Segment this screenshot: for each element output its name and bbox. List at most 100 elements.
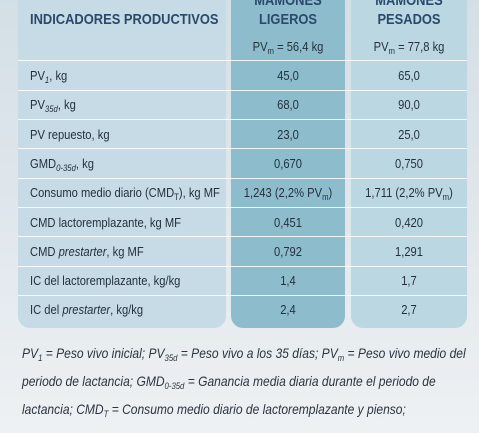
text-run: , kg bbox=[75, 155, 94, 171]
row-label: IC del lactoremplazante, kg/kg bbox=[30, 266, 180, 295]
text-run: , kg bbox=[57, 97, 76, 113]
value-cell: 0,420 bbox=[359, 208, 459, 237]
text-run: 0,420 bbox=[394, 214, 423, 230]
row-label: PV repuesto, kg bbox=[30, 120, 110, 149]
text-run: PV bbox=[373, 39, 389, 54]
text-run: PV bbox=[30, 97, 45, 113]
text-run: 23,0 bbox=[277, 126, 299, 142]
row-separator bbox=[18, 119, 467, 121]
row-separator bbox=[18, 236, 467, 238]
value-cell: 23,0 bbox=[239, 120, 337, 149]
column-header: MAMONES bbox=[375, 0, 443, 9]
value-cell: 1,711 (2,2% PVm) bbox=[359, 178, 459, 207]
text-run: 1 bbox=[44, 75, 50, 85]
text-run: 1,7 bbox=[401, 273, 417, 289]
text-run: 0,792 bbox=[273, 243, 302, 259]
row-separator bbox=[18, 294, 467, 296]
text-run: 0,670 bbox=[273, 155, 302, 171]
text-run: 0-35d bbox=[56, 162, 76, 173]
text-run: PV repuesto, kg bbox=[30, 126, 110, 142]
row-label: IC del prestarter, kg/kg bbox=[30, 295, 143, 324]
row-separator bbox=[18, 89, 467, 91]
row-label: CMD lactoremplazante, kg MF bbox=[30, 208, 181, 237]
column-header: PESADOS bbox=[377, 11, 441, 28]
value-cell: 2,4 bbox=[239, 295, 337, 324]
row-label: PV35d, kg bbox=[30, 90, 76, 119]
value-cell: 1,291 bbox=[359, 237, 459, 266]
value-cell: 2,7 bbox=[359, 295, 459, 324]
text-run: ) bbox=[328, 185, 333, 201]
value-cell: 65,0 bbox=[359, 61, 459, 90]
row-separator bbox=[18, 265, 467, 267]
value-cell: 0,750 bbox=[359, 149, 459, 178]
text-run: , kg bbox=[49, 68, 68, 83]
text-run: 35d bbox=[164, 353, 178, 363]
text-run: lactancia; CMD bbox=[22, 401, 104, 417]
text-run: 2,4 bbox=[280, 302, 296, 318]
text-run: 35d bbox=[44, 104, 58, 115]
footnote-line: periodo de lactancia; GMD0-35d = Gananci… bbox=[22, 373, 436, 391]
text-run: 0,451 bbox=[273, 214, 302, 230]
text-run: T bbox=[103, 409, 109, 419]
row-label: CMD prestarter, kg MF bbox=[30, 237, 144, 266]
value-cell: 45,0 bbox=[239, 61, 337, 90]
text-run: 68,0 bbox=[277, 97, 299, 113]
row-label: Consumo medio diario (CMDT), kg MF bbox=[30, 178, 220, 207]
text-run: CMD lactoremplazante, kg MF bbox=[30, 214, 181, 230]
label-panel bbox=[18, 0, 226, 328]
row-label: GMD0-35d, kg bbox=[30, 149, 94, 178]
column-header: MAMONES bbox=[254, 0, 322, 9]
value-cell: 25,0 bbox=[359, 120, 459, 149]
text-run: Consumo medio diario (CMD bbox=[30, 185, 175, 201]
text-run: IC del lactoremplazante, kg/kg bbox=[30, 273, 181, 289]
text-run: 1,4 bbox=[280, 273, 296, 289]
text-run: ), kg MF bbox=[178, 185, 220, 201]
text-run: prestarter bbox=[62, 302, 111, 318]
text-run: periodo de lactancia; GMD bbox=[22, 373, 165, 389]
text-run: T bbox=[174, 192, 179, 203]
row-label: PV1, kg bbox=[30, 61, 67, 90]
value-cell: 0,451 bbox=[239, 208, 337, 237]
text-run: , kg/kg bbox=[110, 302, 144, 318]
value-cell: 0,670 bbox=[239, 149, 337, 178]
text-run: m bbox=[442, 192, 450, 203]
text-run: IC del bbox=[30, 302, 63, 318]
text-run: = Consumo medio diario de lactoremplazan… bbox=[108, 401, 406, 417]
value-cell: 90,0 bbox=[359, 90, 459, 119]
text-run: m bbox=[322, 192, 329, 203]
text-run: ) bbox=[449, 185, 453, 201]
text-run: 2,7 bbox=[401, 302, 417, 318]
text-run: PV bbox=[30, 68, 45, 83]
text-run: 45,0 bbox=[277, 68, 299, 83]
value-cell: 1,243 (2,2% PVm) bbox=[239, 178, 337, 207]
text-run: m bbox=[267, 46, 274, 56]
table-title: INDICADORES PRODUCTIVOS bbox=[30, 11, 219, 28]
text-run: 1,711 (2,2% PV bbox=[365, 185, 443, 201]
text-run: m bbox=[337, 353, 345, 363]
text-run: = Peso vivo medio del bbox=[344, 345, 466, 361]
row-separator bbox=[18, 177, 467, 179]
text-run: = 56,4 kg bbox=[273, 39, 324, 54]
light-column-panel bbox=[231, 0, 345, 328]
column-pv: PVm = 56,4 kg bbox=[239, 32, 337, 61]
text-run: CMD bbox=[30, 243, 59, 259]
text-run: 25,0 bbox=[398, 126, 420, 142]
text-run: PV bbox=[22, 345, 39, 361]
text-run: m bbox=[388, 46, 395, 56]
column-pv: PVm = 77,8 kg bbox=[359, 32, 459, 61]
text-run: = Peso vivo a los 35 días; PV bbox=[177, 345, 338, 361]
row-separator bbox=[18, 207, 467, 208]
row-separator bbox=[18, 148, 467, 150]
text-run: 0,750 bbox=[394, 155, 423, 171]
text-run: GMD bbox=[30, 155, 57, 171]
text-run: = Peso vivo inicial; PV bbox=[42, 345, 165, 361]
text-run: 1,243 (2,2% PV bbox=[243, 185, 323, 201]
text-run: 1 bbox=[38, 353, 43, 363]
text-run: 0-35d bbox=[164, 381, 185, 391]
text-run: 90,0 bbox=[398, 97, 420, 113]
heavy-column-panel bbox=[351, 0, 467, 328]
column-header: LIGEROS bbox=[258, 11, 318, 28]
text-run: 1,291 bbox=[394, 243, 423, 259]
text-run: = 77,8 kg bbox=[394, 39, 445, 54]
